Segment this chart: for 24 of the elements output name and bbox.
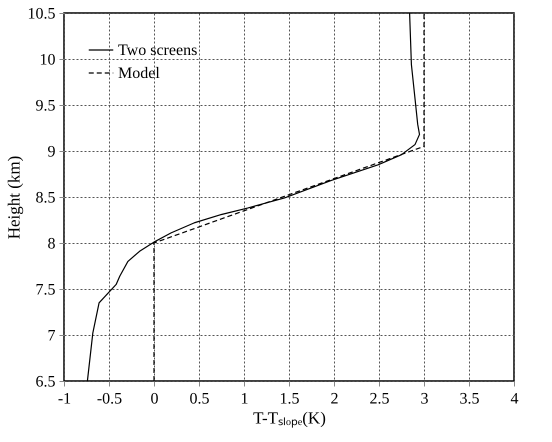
x-tick-label: -1 (58, 390, 72, 408)
y-tick-label: 10.5 (28, 6, 56, 22)
x-tick-label: 2 (330, 390, 338, 408)
y-tick-label: 9 (48, 144, 56, 160)
y-tick-label: 6.5 (36, 374, 56, 390)
y-tick-label: 7 (48, 328, 56, 344)
x-tick-label: 1 (240, 390, 248, 408)
y-tick-label: 7.5 (36, 282, 56, 298)
y-tick-label: 10 (40, 52, 56, 68)
x-tick-label: 1.5 (280, 390, 300, 408)
x-tick-label: 3 (420, 390, 428, 408)
x-tick-label: 4 (510, 390, 518, 408)
x-tick-label: 2.5 (370, 390, 390, 408)
x-axis-title: T-Tₛₗₒₚₑ(K) (253, 408, 326, 428)
y-axis-title: Height (km) (4, 156, 24, 240)
legend-label: Two screens (118, 42, 198, 59)
y-tick-label: 8 (48, 236, 56, 252)
y-tick-label: 9.5 (36, 98, 56, 114)
y-tick-label: 8.5 (36, 190, 56, 206)
x-tick-label: -0.5 (96, 390, 122, 408)
x-tick-label: 0 (150, 390, 158, 408)
x-tick-label: 3.5 (460, 390, 480, 408)
x-tick-label: 0.5 (190, 390, 210, 408)
legend-label: Model (118, 65, 160, 82)
